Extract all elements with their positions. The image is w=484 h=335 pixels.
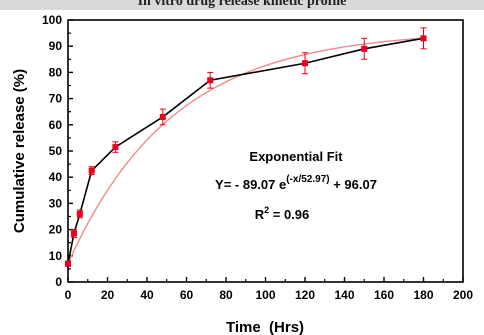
y-tick-label: 100 [42,13,62,27]
y-tick-label: 20 [49,223,63,237]
fit-equation-suffix: + 96.07 [330,177,377,192]
r2-superscript: 2 [264,205,269,215]
data-point [302,60,308,67]
x-tick-label: 100 [255,288,275,302]
r2-prefix: R [255,207,265,222]
x-tick-label: 0 [65,288,72,302]
x-tick-label: 120 [295,288,315,302]
data-point [76,210,83,217]
y-tick-label: 40 [49,170,63,184]
x-tick-label: 200 [453,288,473,302]
y-tick-label: 50 [49,144,63,158]
fit-equation-exponent: (-x/52.97) [286,174,329,185]
x-tick-label: 80 [219,288,233,302]
data-point [88,167,95,174]
y-tick-label: 10 [49,249,63,263]
x-axis-label: Time (Hrs) [226,319,304,335]
y-tick-label: 30 [49,196,63,210]
fit-curve-layer [67,37,424,264]
data-layer [65,27,427,267]
fit-annotation: Exponential Fit Y= - 89.07 e(-x/52.97) +… [215,149,377,222]
x-tick-label: 60 [180,288,194,302]
x-tick-label: 20 [101,288,115,302]
data-point [159,113,166,120]
x-tick-label: 140 [334,288,354,302]
fit-curve [67,37,424,264]
x-axis-ticks: 0 20 40 60 80 100 120 140 160 180 200 [65,277,473,302]
data-point [70,230,77,237]
y-axis-ticks: 0 10 20 30 40 50 60 70 80 90 100 [42,13,73,289]
data-point [361,45,368,52]
series-line [67,37,424,264]
y-tick-label: 60 [49,118,63,132]
fit-r-squared: R2 = 0.96 [255,205,310,222]
y-tick-label: 80 [49,65,63,79]
fit-title: Exponential Fit [249,149,343,164]
y-tick-label: 90 [49,39,63,53]
data-point [420,35,427,42]
data-point [65,260,71,267]
data-point [207,77,214,84]
fit-equation: Y= - 89.07 e(-x/52.97) + 96.07 [215,174,377,192]
title-bar: In vitro drug release kinetic profile [0,0,484,10]
fit-equation-prefix: Y= - 89.07 e [215,177,286,192]
y-axis-label: Cumulative release (%) [11,69,28,233]
y-tick-label: 70 [49,92,63,106]
x-tick-label: 180 [413,288,433,302]
data-point [112,144,119,151]
x-tick-label: 160 [374,288,394,302]
chart-title: In vitro drug release kinetic profile [137,0,347,9]
r2-suffix: = 0.96 [269,207,309,222]
y-tick-label: 0 [55,275,62,289]
x-tick-label: 40 [140,288,154,302]
